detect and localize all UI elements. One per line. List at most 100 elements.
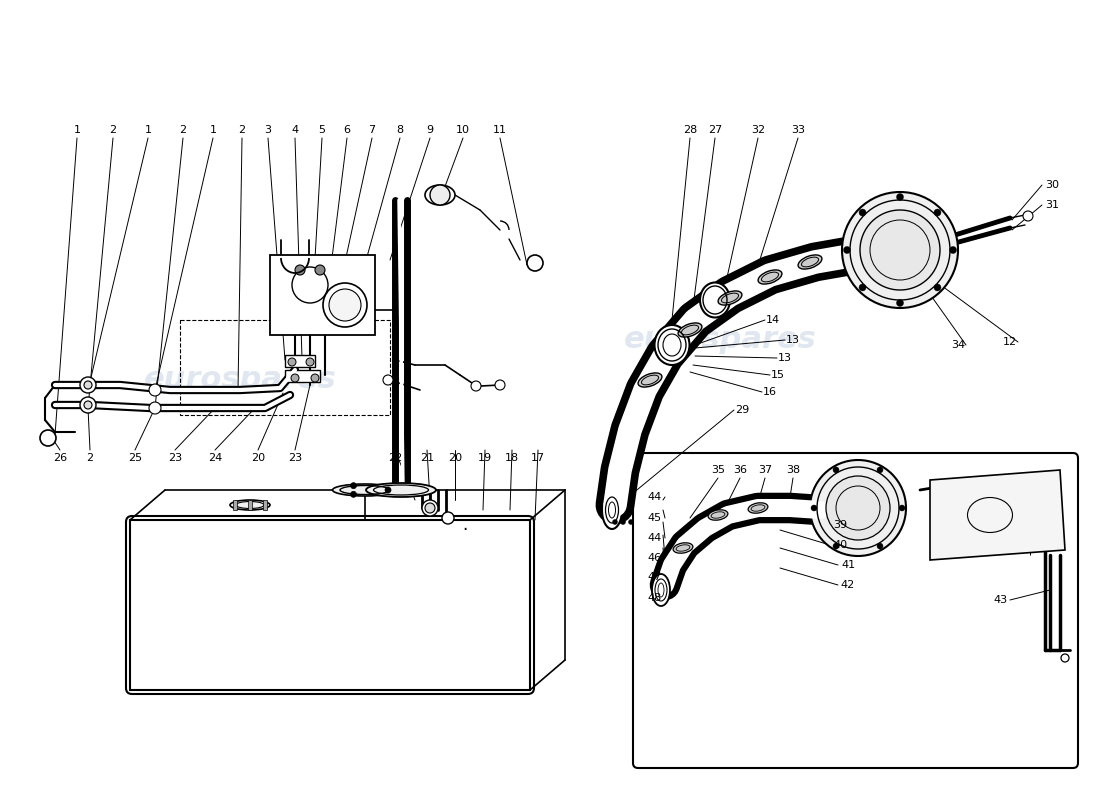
Text: 48: 48 <box>648 593 662 603</box>
Text: 6: 6 <box>343 125 351 135</box>
Circle shape <box>495 380 505 390</box>
Text: 32: 32 <box>751 125 766 135</box>
Circle shape <box>351 482 356 489</box>
Circle shape <box>826 476 890 540</box>
Text: eurospares: eurospares <box>144 606 337 634</box>
Text: 2: 2 <box>239 125 245 135</box>
Text: 19: 19 <box>477 453 492 463</box>
Text: 5: 5 <box>319 125 326 135</box>
Text: 37: 37 <box>758 465 772 475</box>
Circle shape <box>934 209 940 216</box>
Circle shape <box>877 543 883 549</box>
Circle shape <box>292 374 299 382</box>
Bar <box>263 500 267 510</box>
Text: 45: 45 <box>648 513 662 523</box>
Ellipse shape <box>230 500 270 510</box>
Text: 44: 44 <box>648 533 662 543</box>
Ellipse shape <box>652 574 670 606</box>
FancyBboxPatch shape <box>632 453 1078 768</box>
Text: 13: 13 <box>786 335 800 345</box>
Circle shape <box>351 491 356 498</box>
Circle shape <box>40 430 56 446</box>
Circle shape <box>315 265 324 275</box>
Text: 3: 3 <box>264 125 272 135</box>
Text: 20: 20 <box>448 453 462 463</box>
Text: 47: 47 <box>648 572 662 582</box>
Circle shape <box>833 543 839 549</box>
Text: 1: 1 <box>209 125 217 135</box>
Circle shape <box>148 402 161 414</box>
Ellipse shape <box>678 323 702 337</box>
Text: 34: 34 <box>950 340 965 350</box>
Text: 10: 10 <box>456 125 470 135</box>
Text: 18: 18 <box>505 453 519 463</box>
Circle shape <box>613 519 617 525</box>
Circle shape <box>288 358 296 366</box>
Bar <box>180 320 390 415</box>
Ellipse shape <box>718 291 741 305</box>
Circle shape <box>1023 211 1033 221</box>
Text: 2: 2 <box>87 453 94 463</box>
Circle shape <box>877 467 883 473</box>
Circle shape <box>620 519 626 525</box>
Text: 22: 22 <box>388 453 403 463</box>
Text: 26: 26 <box>53 453 67 463</box>
Circle shape <box>896 194 903 201</box>
Text: 1: 1 <box>74 125 80 135</box>
Circle shape <box>471 381 481 391</box>
Circle shape <box>896 299 903 306</box>
Circle shape <box>527 255 543 271</box>
Circle shape <box>949 246 957 254</box>
Text: 40: 40 <box>833 540 847 550</box>
Text: 11: 11 <box>493 125 507 135</box>
Ellipse shape <box>602 491 621 529</box>
Text: 9: 9 <box>427 125 433 135</box>
Circle shape <box>810 460 906 556</box>
Text: 15: 15 <box>771 370 785 380</box>
Text: 23: 23 <box>288 453 302 463</box>
Circle shape <box>430 185 450 205</box>
Circle shape <box>329 289 361 321</box>
Ellipse shape <box>748 502 768 514</box>
Text: 13: 13 <box>778 353 792 363</box>
Ellipse shape <box>673 542 693 554</box>
Text: 1: 1 <box>144 125 152 135</box>
Circle shape <box>442 512 454 524</box>
Text: 28: 28 <box>683 125 697 135</box>
Text: 36: 36 <box>733 465 747 475</box>
Circle shape <box>899 505 905 511</box>
Circle shape <box>844 246 850 254</box>
Circle shape <box>422 500 438 516</box>
Text: eurospares: eurospares <box>144 366 337 394</box>
Circle shape <box>306 358 313 366</box>
Text: 29: 29 <box>735 405 749 415</box>
Circle shape <box>860 210 940 290</box>
Circle shape <box>842 192 958 308</box>
Text: 43: 43 <box>993 595 1008 605</box>
Bar <box>285 355 315 367</box>
Circle shape <box>859 209 866 216</box>
Ellipse shape <box>799 255 822 269</box>
Text: 46: 46 <box>648 553 662 563</box>
Ellipse shape <box>366 483 436 497</box>
Circle shape <box>295 265 305 275</box>
Circle shape <box>628 519 634 525</box>
Text: 2: 2 <box>109 125 117 135</box>
Ellipse shape <box>654 325 690 365</box>
Text: 39: 39 <box>833 520 847 530</box>
Bar <box>285 370 320 382</box>
Circle shape <box>934 284 940 291</box>
Text: 7: 7 <box>368 125 375 135</box>
Ellipse shape <box>332 484 397 496</box>
Ellipse shape <box>758 270 782 284</box>
Circle shape <box>80 377 96 393</box>
Text: 17: 17 <box>531 453 546 463</box>
Circle shape <box>84 381 92 389</box>
Text: 14: 14 <box>766 315 780 325</box>
Circle shape <box>811 505 817 511</box>
Circle shape <box>84 401 92 409</box>
Text: 41: 41 <box>840 560 855 570</box>
Text: 2: 2 <box>179 125 187 135</box>
Text: eurospares: eurospares <box>624 326 816 354</box>
Text: 21: 21 <box>420 453 434 463</box>
